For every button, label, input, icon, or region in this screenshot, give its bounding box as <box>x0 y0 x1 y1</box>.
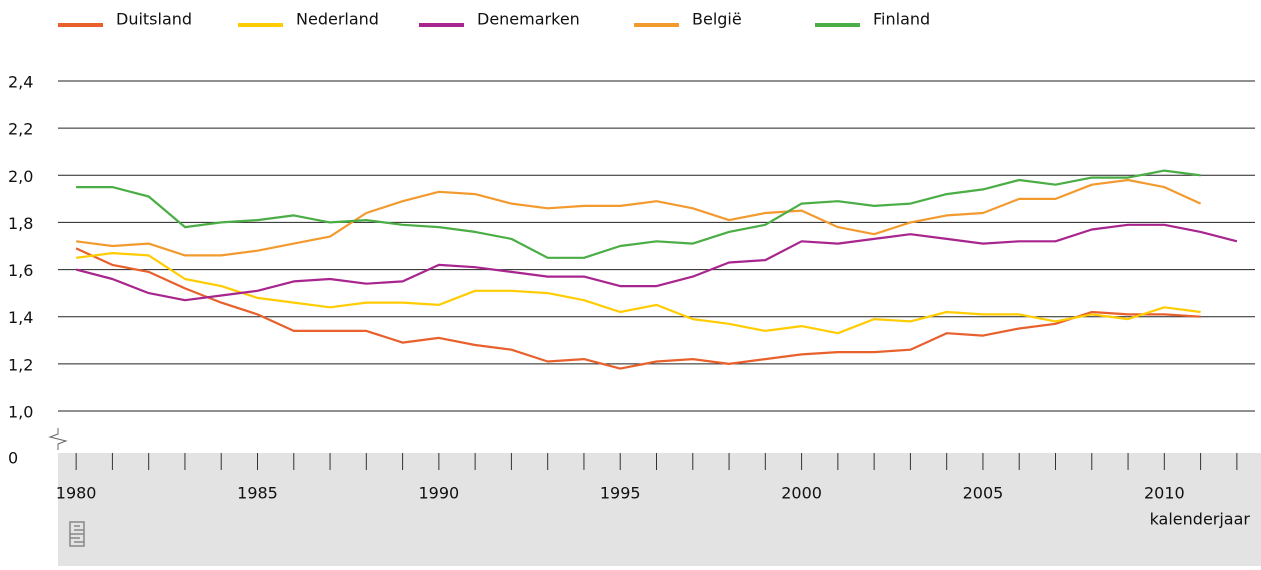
series-line <box>75 247 1201 370</box>
legend-label: Denemarken <box>477 10 580 29</box>
axis-break <box>48 428 68 450</box>
series-line <box>75 223 1238 302</box>
x-axis-label: kalenderjaar <box>1150 510 1251 529</box>
y-tick-label: 1,6 <box>8 261 33 280</box>
y-tick-label: 2,4 <box>8 73 33 92</box>
y-tick-label: 2,0 <box>8 167 33 186</box>
x-tick-label: 1990 <box>419 484 460 503</box>
x-tick-label: 1985 <box>237 484 278 503</box>
series-line <box>75 252 1201 335</box>
y-tick-label: 0 <box>8 449 18 468</box>
x-tick-label: 1995 <box>600 484 641 503</box>
x-tick-label: 2005 <box>963 484 1004 503</box>
y-tick-label: 1,8 <box>8 214 33 233</box>
legend-label: België <box>692 10 742 29</box>
legend-label: Duitsland <box>116 10 192 29</box>
series-line <box>76 169 1201 259</box>
y-tick-label: 1,4 <box>8 308 33 327</box>
x-axis-band <box>58 453 1261 566</box>
y-tick-label: 1,2 <box>8 355 33 374</box>
legend-label: Finland <box>873 10 930 29</box>
series-line <box>75 178 1202 257</box>
legend-label: Nederland <box>296 10 379 29</box>
y-tick-label: 2,2 <box>8 120 33 139</box>
cbs-logo <box>69 521 85 547</box>
x-tick-label: 2010 <box>1144 484 1185 503</box>
x-tick-label: 2000 <box>781 484 822 503</box>
x-tick-label: 1980 <box>56 484 97 503</box>
y-tick-label: 1,0 <box>8 403 33 422</box>
